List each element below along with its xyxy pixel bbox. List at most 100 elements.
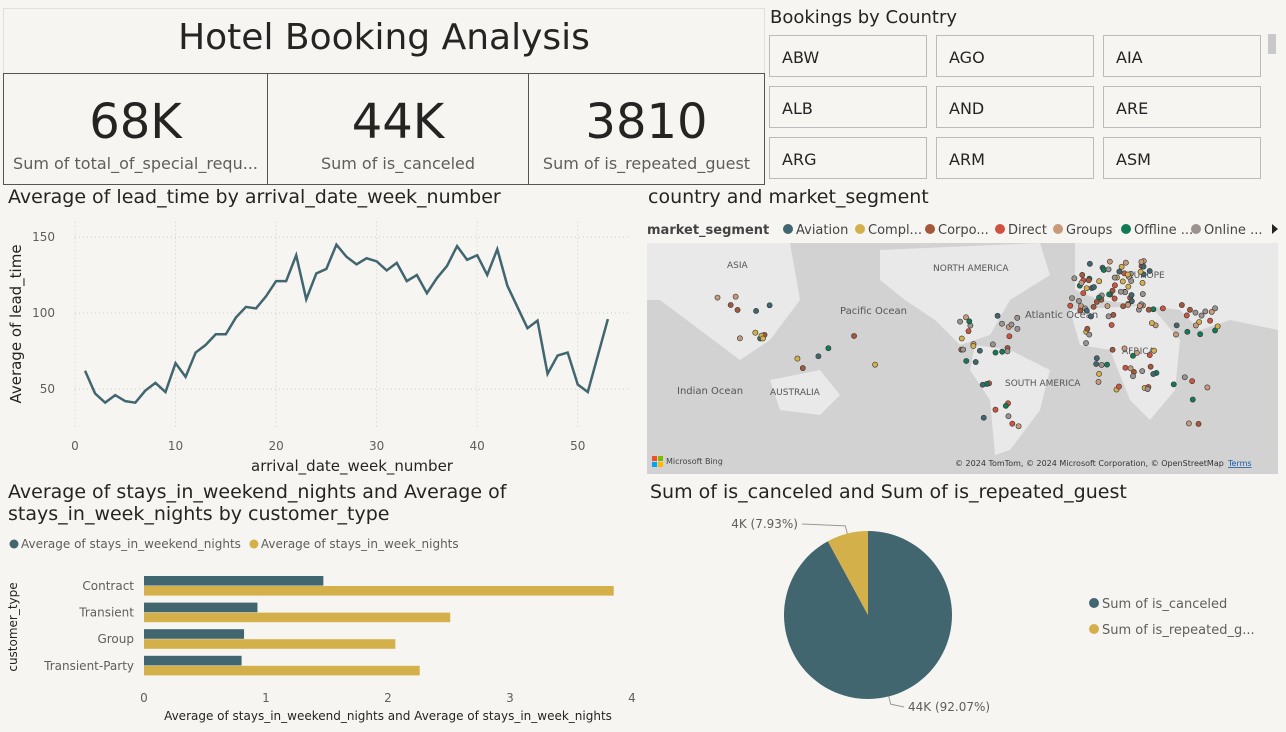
map-point (1106, 258, 1113, 265)
map-point (980, 414, 987, 421)
map-point (1151, 347, 1157, 354)
map-point (1079, 271, 1086, 278)
kpi-value: 3810 (585, 94, 708, 150)
map-point (1083, 307, 1090, 314)
map-point (1128, 298, 1135, 305)
map-point (1015, 423, 1022, 430)
scrollbar[interactable] (1268, 34, 1276, 54)
slicer-title: Bookings by Country (770, 7, 958, 28)
kpi-label: Sum of is_repeated_guest (542, 154, 751, 173)
map-point (1109, 346, 1116, 353)
map-point (1184, 328, 1191, 335)
map: Microsoft Bing © 2024 TomTom, © 2024 Mic… (647, 243, 1278, 474)
y-tick-label: 100 (32, 306, 55, 320)
map-title: country and market_segment (648, 186, 929, 208)
map-point (1069, 295, 1075, 301)
map-point (1146, 352, 1153, 358)
map-label: EUROPE (1128, 271, 1165, 281)
slicer-item[interactable]: ARE (1103, 86, 1261, 128)
map-point (1009, 420, 1016, 427)
map-point (851, 333, 857, 339)
land (1070, 305, 1180, 420)
bing-logo (658, 462, 663, 467)
map-point (1173, 331, 1179, 338)
map-label: Indian Ocean (677, 386, 743, 397)
map-point (960, 346, 967, 353)
map-point (1214, 323, 1221, 330)
map-point (1122, 259, 1129, 266)
map-terms[interactable]: Terms (1227, 459, 1252, 468)
map-point (1170, 381, 1177, 388)
map-label: Atlantic Ocean (1025, 310, 1098, 321)
map-point (1192, 322, 1199, 329)
map-point (1091, 284, 1097, 290)
slicer-item[interactable]: AGO (936, 35, 1094, 77)
map-point (1128, 292, 1135, 298)
slicer-item[interactable]: AIA (1103, 35, 1261, 77)
slicer-item[interactable]: ABW (769, 35, 927, 77)
kpi-value: 68K (89, 94, 182, 150)
map-point (1095, 379, 1102, 385)
legend-label: Offline ... (1134, 223, 1193, 238)
legend-marker (1089, 624, 1099, 634)
map-point (759, 335, 766, 342)
map-label: Pacific Ocean (840, 306, 907, 317)
map-point (825, 345, 832, 352)
map-point (815, 353, 822, 360)
slicer-item[interactable]: ARM (936, 137, 1094, 179)
legend-marker (783, 224, 793, 234)
bar (144, 639, 396, 649)
map-point (753, 308, 759, 314)
x-tick-label: 1 (262, 691, 270, 705)
slicer-item[interactable]: ARG (769, 137, 927, 179)
legend-marker (1191, 224, 1201, 234)
map-point (1207, 317, 1213, 324)
leader-line (888, 696, 905, 708)
map-point (1139, 279, 1146, 286)
map-point (1111, 274, 1118, 281)
map-point (972, 359, 979, 365)
map-point (1014, 325, 1021, 332)
legend-label: Corpo... (938, 223, 989, 238)
x-tick-label: 20 (268, 439, 283, 453)
bar (144, 612, 451, 623)
map-point (1005, 413, 1012, 420)
map-point (1148, 320, 1155, 327)
map-point (976, 347, 983, 354)
chart-title: Sum of is_canceled and Sum of is_repeate… (650, 481, 1127, 503)
map-point (1189, 378, 1196, 385)
map-label: NORTH AMERICA (933, 264, 1009, 274)
land (770, 370, 840, 415)
map-point (1085, 277, 1092, 284)
bar (144, 586, 614, 596)
map-point (1083, 340, 1089, 346)
legend-scroll[interactable] (1272, 224, 1278, 234)
map-point (1116, 268, 1123, 275)
map-point (1096, 370, 1102, 377)
map-point (1104, 361, 1110, 368)
y-tick-label: Transient-Party (43, 659, 134, 673)
map-provider: Microsoft Bing (666, 457, 723, 466)
slicer-item[interactable]: ASM (1103, 137, 1261, 179)
legend-label: Average of stays_in_weekend_nights (21, 537, 241, 551)
bar (144, 576, 324, 586)
slicer-item[interactable]: ALB (769, 86, 927, 128)
map-point (1204, 384, 1211, 391)
map-point (965, 328, 972, 335)
map-point (1117, 288, 1124, 295)
map-point (1116, 383, 1122, 390)
legend-title: market_segment (647, 223, 769, 238)
map-point (1192, 309, 1199, 316)
bar (144, 665, 420, 676)
map-point (766, 302, 773, 309)
y-tick-label: Transient (78, 606, 134, 620)
slicer-item[interactable]: AND (936, 86, 1094, 128)
map-point (1100, 267, 1107, 273)
map-point (1178, 302, 1185, 308)
y-tick-label: Contract (82, 579, 134, 593)
map-attribution: © 2024 TomTom, © 2024 Microsoft Corporat… (955, 459, 1224, 468)
map-point (1105, 266, 1112, 273)
map-point (1140, 263, 1147, 270)
y-axis-title: Average of lead_time (7, 244, 26, 403)
